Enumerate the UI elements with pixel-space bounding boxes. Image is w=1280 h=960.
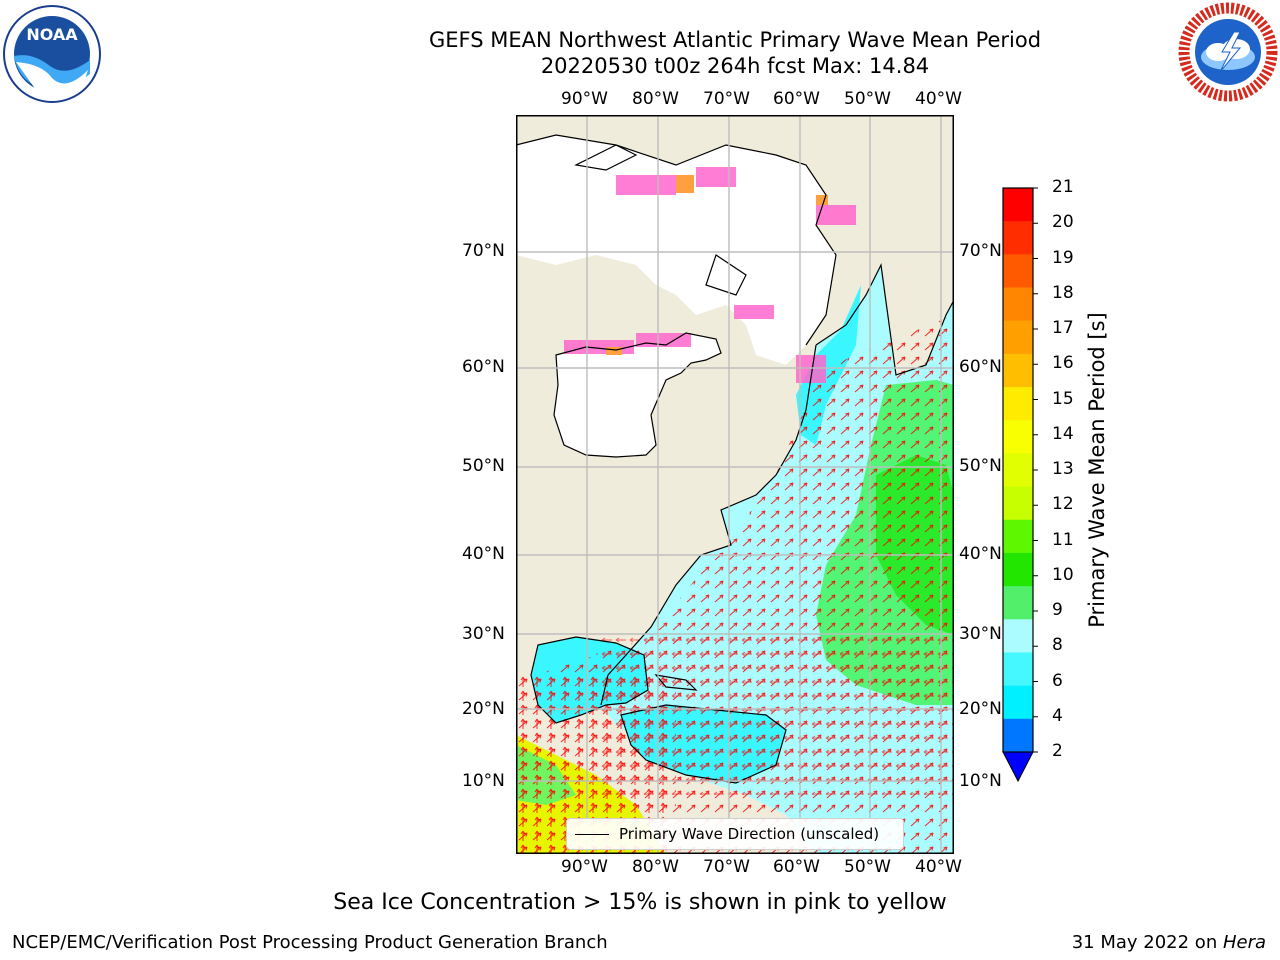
graticule	[516, 115, 954, 854]
colorbar-tick-label: 16	[1052, 353, 1074, 374]
colorbar-tick-label: 17	[1052, 318, 1074, 338]
colorbar-tick-label: 12	[1052, 494, 1074, 515]
lat-tick-left-10n: 10°N	[462, 771, 505, 791]
colorbar-band	[1003, 353, 1033, 388]
chart-title: GEFS MEAN Northwest Atlantic Primary Wav…	[428, 28, 1042, 52]
colorbar-band	[1003, 619, 1033, 653]
legend-label: Primary Wave Direction (unscaled)	[619, 825, 880, 843]
colorbar-title: Primary Wave Mean Period [s]	[1085, 312, 1109, 628]
colorbar-band	[1003, 519, 1033, 554]
map-legend: Primary Wave Direction (unscaled)	[566, 818, 904, 850]
lat-tick-left-20n: 20°N	[462, 699, 505, 719]
lon-tick-bottom-50w: 50°W	[844, 857, 891, 877]
coastlines	[516, 134, 954, 784]
lon-tick-bottom-40w: 40°W	[915, 857, 962, 877]
colorbar-tick-label: 10	[1052, 564, 1074, 585]
lat-tick-right-40n: 40°N	[959, 544, 1002, 564]
footer-credit: NCEP/EMC/Verification Post Processing Pr…	[12, 932, 608, 953]
lon-tick-bottom-90w: 90°W	[561, 857, 608, 877]
colorbar-tick-label: 21	[1052, 177, 1074, 197]
lon-tick-bottom-60w: 60°W	[773, 857, 820, 877]
lat-tick-left-50n: 50°N	[462, 456, 505, 476]
colorbar-tick-label: 15	[1052, 388, 1074, 409]
lon-tick-top-70w: 70°W	[703, 89, 750, 109]
lon-tick-top-50w: 50°W	[844, 89, 891, 109]
nws-logo	[1178, 2, 1278, 106]
lat-tick-right-70n: 70°N	[959, 241, 1002, 261]
colorbar-band	[1003, 287, 1033, 322]
colorbar-tick-label: 8	[1052, 635, 1063, 656]
colorbar-band	[1003, 221, 1033, 255]
colorbar-tick-label: 14	[1052, 423, 1074, 444]
colorbar-band	[1003, 387, 1033, 421]
colorbar-band	[1003, 685, 1033, 720]
colorbar-tick-label: 18	[1052, 282, 1074, 303]
lat-tick-right-50n: 50°N	[959, 456, 1002, 476]
colorbar-band	[1003, 188, 1033, 222]
colorbar-band	[1003, 718, 1033, 753]
sea-ice-orange	[606, 175, 828, 355]
colorbar-tick-label: 4	[1052, 705, 1063, 726]
lat-tick-right-10n: 10°N	[959, 771, 1002, 791]
lat-tick-left-40n: 40°N	[462, 544, 505, 564]
lon-tick-bottom-70w: 70°W	[703, 857, 750, 877]
footer-date-text: 31 May 2022 on	[1071, 932, 1223, 953]
colorbar-band	[1003, 586, 1033, 620]
lat-tick-right-20n: 20°N	[959, 699, 1002, 719]
colorbar-tick-label: 6	[1052, 670, 1063, 691]
lat-tick-left-70n: 70°N	[462, 241, 505, 261]
map-frame	[516, 115, 954, 854]
lon-tick-bottom-80w: 80°W	[632, 857, 679, 877]
colorbar-tick-label: 19	[1052, 247, 1074, 268]
lon-tick-top-40w: 40°W	[915, 89, 962, 109]
colorbar-tick-label: 20	[1052, 212, 1074, 233]
lon-tick-top-90w: 90°W	[561, 89, 608, 109]
footer-date: 31 May 2022 on Hera	[1072, 932, 1266, 953]
colorbar-tick-label: 13	[1052, 459, 1074, 479]
colorbar-under-triangle	[1002, 751, 1034, 783]
colorbar-band	[1003, 453, 1033, 488]
colorbar-band	[1003, 420, 1033, 454]
sea-ice-caption: Sea Ice Concentration > 15% is shown in …	[333, 890, 947, 915]
footer-host: Hera	[1222, 932, 1266, 953]
colorbar-band	[1003, 320, 1033, 355]
colorbar-band	[1003, 552, 1033, 587]
lon-tick-top-60w: 60°W	[773, 89, 820, 109]
chart-subtitle: 20220530 t00z 264h fcst Max: 14.84	[540, 54, 930, 78]
colorbar-tick-label: 11	[1052, 529, 1074, 550]
lat-tick-right-60n: 60°N	[959, 357, 1002, 377]
colorbar-tick-label: 2	[1052, 741, 1063, 761]
noaa-logo: NOAA	[2, 4, 102, 108]
hudson-bay-white	[554, 333, 721, 457]
colorbar-band	[1003, 254, 1033, 289]
lon-tick-top-80w: 80°W	[632, 89, 679, 109]
colorbar-tick-label: 9	[1052, 600, 1063, 620]
noaa-logo-text: NOAA	[26, 25, 78, 44]
legend-line-swatch	[575, 833, 609, 835]
colorbar	[1002, 187, 1038, 783]
colorbar-band	[1003, 486, 1033, 521]
lat-tick-left-30n: 30°N	[462, 624, 505, 644]
wave-period-map	[516, 115, 954, 854]
lat-tick-right-30n: 30°N	[959, 624, 1002, 644]
lat-tick-left-60n: 60°N	[462, 357, 505, 377]
colorbar-band	[1003, 652, 1033, 687]
